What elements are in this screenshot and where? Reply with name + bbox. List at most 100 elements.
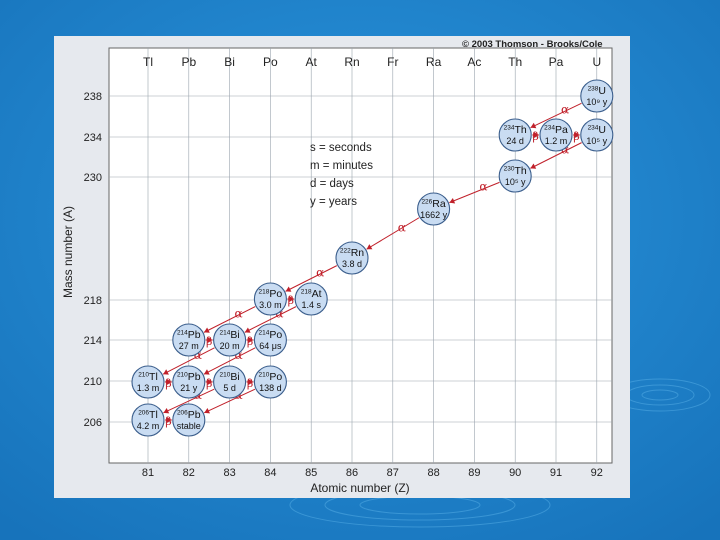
element-label: Pb [181,55,196,69]
nuclide-circle [417,192,451,226]
nuclide-symbol: 218At [301,288,322,300]
nuclide-circle [498,118,532,152]
half-life-label: 10⁹ y [586,97,607,107]
element-label: Bi [224,55,235,69]
beta-decay-label: β [573,130,579,143]
decay-arrow [244,306,297,333]
x-tick-label: 89 [468,467,480,479]
legend-years: y = years [310,196,357,208]
nuclide-symbol: 234Pa [544,124,568,136]
nuclide-symbol: 214Po [259,329,283,341]
beta-decay-label: β [165,377,171,390]
nuclide-symbol: 218Po [259,288,283,300]
arrowhead [366,244,373,250]
x-tick-label: 85 [305,467,317,479]
beta-decay-label: β [288,294,294,307]
nuclide-symbol: 230Th [504,165,527,177]
arrowhead [248,379,254,385]
element-label: Ac [467,55,481,69]
nuclide-symbol: 234Th [504,124,527,136]
x-tick-label: 81 [142,467,154,479]
decay-arrow [203,388,256,414]
beta-decay-label: β [165,415,171,428]
arrowhead [285,286,292,292]
nuclide-symbol: 234U [588,124,606,136]
beta-decay-label: β [247,377,253,390]
nuclide-circle [539,118,573,152]
y-tick-label: 214 [84,335,102,347]
decay-arrow [285,265,338,292]
element-label: U [592,55,601,69]
nuclide-symbol: 210Pb [177,371,201,383]
arrowhead [204,407,211,414]
alpha-decay-label: α [275,307,283,321]
decay-arrow [530,102,582,129]
alpha-decay-label: α [235,307,243,321]
nuclide-symbol: 238U [588,85,606,97]
beta-decay-label: β [206,377,212,390]
nuclide-circle [335,241,369,275]
nuclide-circle [580,118,614,152]
beta-decay-label: β [532,130,538,143]
nuclide-symbol: 222Rn [340,247,364,259]
arrowhead [207,379,213,385]
alpha-decay-label: α [194,348,202,362]
nuclide-symbol: 206Pb [177,409,201,421]
y-tick-label: 238 [84,91,102,103]
y-tick-label: 218 [84,295,102,307]
arrowhead [163,369,169,375]
y-axis-title: Mass number (A) [61,206,75,298]
half-life-label: 10⁵ y [505,177,526,187]
arrowhead [207,337,213,343]
arrowhead [166,417,172,423]
x-tick-label: 82 [183,467,195,479]
element-label: Po [263,55,278,69]
alpha-decay-label: α [561,103,569,117]
nuclide-circle [253,282,287,316]
y-tick-label: 206 [84,417,102,429]
element-label: At [306,55,318,69]
arrowhead [203,369,210,375]
y-tick-label: 230 [84,172,102,184]
element-label: Fr [387,55,398,69]
half-life-label: 1.4 s [301,300,321,310]
nuclide-circle [172,403,206,437]
decay-arrow [203,306,256,333]
beta-decay-label: β [247,335,253,348]
x-tick-label: 87 [387,467,399,479]
half-life-label: 138 d [259,383,282,393]
x-tick-label: 84 [264,467,276,479]
nuclide-circle [172,365,206,399]
nuclide-circle [213,323,247,357]
x-tick-label: 91 [550,467,562,479]
half-life-label: 3.8 d [342,259,362,269]
half-life-label: 24 d [506,136,524,146]
nuclide-circle [172,323,206,357]
half-life-label: 21 y [180,383,198,393]
x-tick-label: 83 [223,467,235,479]
legend-days: d = days [310,178,354,190]
arrowhead [530,163,537,169]
half-life-label: 3.0 m [259,300,282,310]
nuclide-circle [253,323,287,357]
x-axis-title: Atomic number (Z) [310,481,409,495]
element-label: Rn [344,55,359,69]
nuclide-symbol: 214Pb [177,329,201,341]
nuclide-symbol: 226Ra [421,198,445,210]
decay-arrow [449,181,500,204]
nuclide-circle [294,282,328,316]
arrowhead [449,197,456,204]
alpha-decay-label: α [479,180,487,194]
half-life-label: 10⁵ y [586,136,607,146]
arrowhead [534,132,539,138]
